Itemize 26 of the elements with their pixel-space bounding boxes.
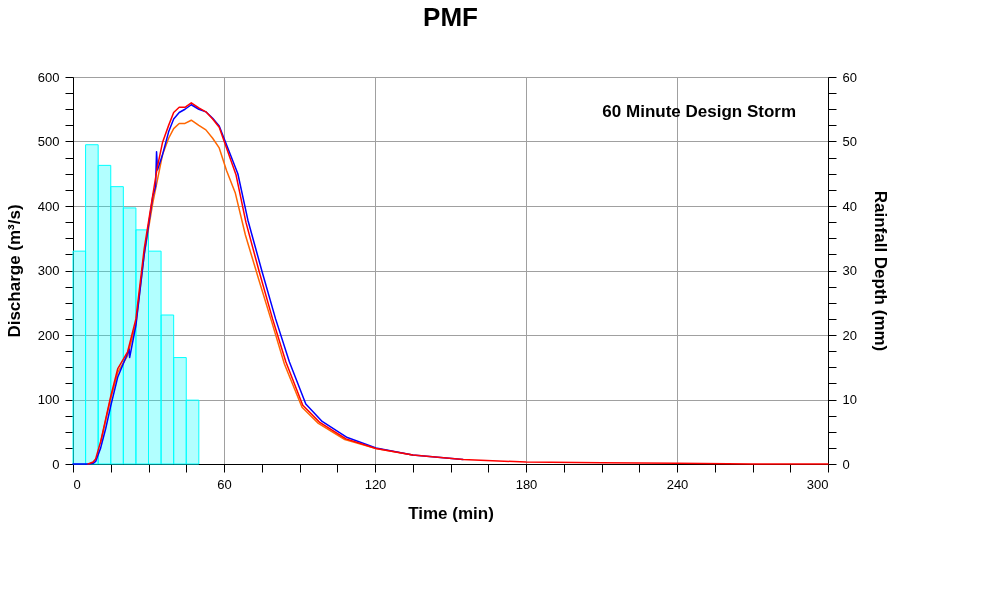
line-series (87, 102, 829, 465)
annotation: 60 Minute Design Storm (602, 102, 796, 121)
y2-tick-label: 30 (842, 263, 857, 278)
chart-title: PMF (423, 2, 478, 32)
y-tick-label: 200 (37, 327, 60, 343)
x-tick-label: 240 (666, 476, 689, 492)
x-tick-label: 180 (515, 476, 538, 492)
y-tick-label: 500 (37, 134, 60, 149)
y-tick-label: 0 (52, 456, 60, 472)
y-axis-title: Discharge (m³/s) (4, 204, 24, 338)
y2-tick-label: 20 (842, 327, 857, 343)
x-tick-label: 60 (217, 476, 232, 492)
y2-tick-label: 60 (842, 69, 857, 85)
x-tick-label: 300 (806, 476, 829, 492)
y2-axis-title: Rainfall Depth (mm) (870, 190, 890, 352)
y2-tick-label: 0 (842, 456, 850, 472)
x-tick-label: 120 (364, 476, 387, 492)
y-tick-label: 100 (37, 392, 60, 407)
y2-tick-label: 40 (842, 198, 857, 214)
y2-tick-label: 10 (842, 392, 857, 407)
y-tick-label: 400 (37, 198, 60, 214)
y-tick-label: 600 (37, 69, 60, 85)
y2-tick-label: 50 (842, 134, 857, 149)
x-tick-label: 0 (73, 476, 81, 492)
y-tick-label: 300 (37, 263, 60, 278)
x-axis-title: Time (min) (408, 503, 494, 523)
